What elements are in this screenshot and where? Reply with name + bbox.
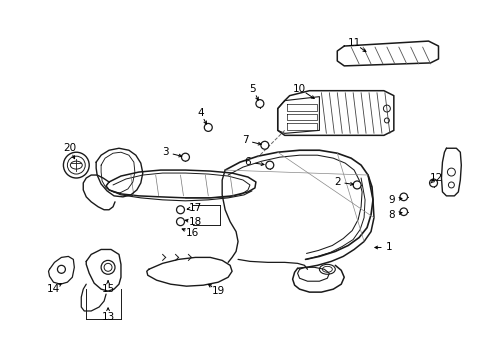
- Text: 9: 9: [388, 195, 394, 205]
- Text: 14: 14: [47, 284, 60, 294]
- Text: 12: 12: [429, 173, 442, 183]
- Circle shape: [260, 141, 268, 149]
- Text: 13: 13: [101, 312, 115, 322]
- Text: 3: 3: [162, 147, 168, 157]
- Text: 11: 11: [347, 38, 360, 48]
- Text: 4: 4: [197, 108, 203, 117]
- Text: 17: 17: [188, 203, 202, 213]
- Circle shape: [176, 218, 184, 226]
- Circle shape: [399, 193, 407, 201]
- Text: 2: 2: [333, 177, 340, 187]
- Text: 15: 15: [101, 284, 115, 294]
- Text: 7: 7: [241, 135, 248, 145]
- Text: 16: 16: [185, 228, 199, 238]
- Circle shape: [399, 208, 407, 216]
- Circle shape: [352, 181, 360, 189]
- Circle shape: [265, 161, 273, 169]
- Circle shape: [57, 265, 65, 273]
- Circle shape: [176, 206, 184, 214]
- Text: 10: 10: [292, 84, 305, 94]
- Text: 5: 5: [249, 84, 256, 94]
- Text: 6: 6: [244, 157, 251, 167]
- Text: 20: 20: [62, 143, 76, 153]
- Text: 1: 1: [385, 243, 391, 252]
- Circle shape: [428, 179, 437, 187]
- Circle shape: [204, 123, 212, 131]
- Circle shape: [255, 100, 264, 108]
- Text: 8: 8: [388, 210, 394, 220]
- Circle shape: [181, 153, 189, 161]
- Text: 19: 19: [211, 286, 224, 296]
- Text: 18: 18: [188, 217, 202, 227]
